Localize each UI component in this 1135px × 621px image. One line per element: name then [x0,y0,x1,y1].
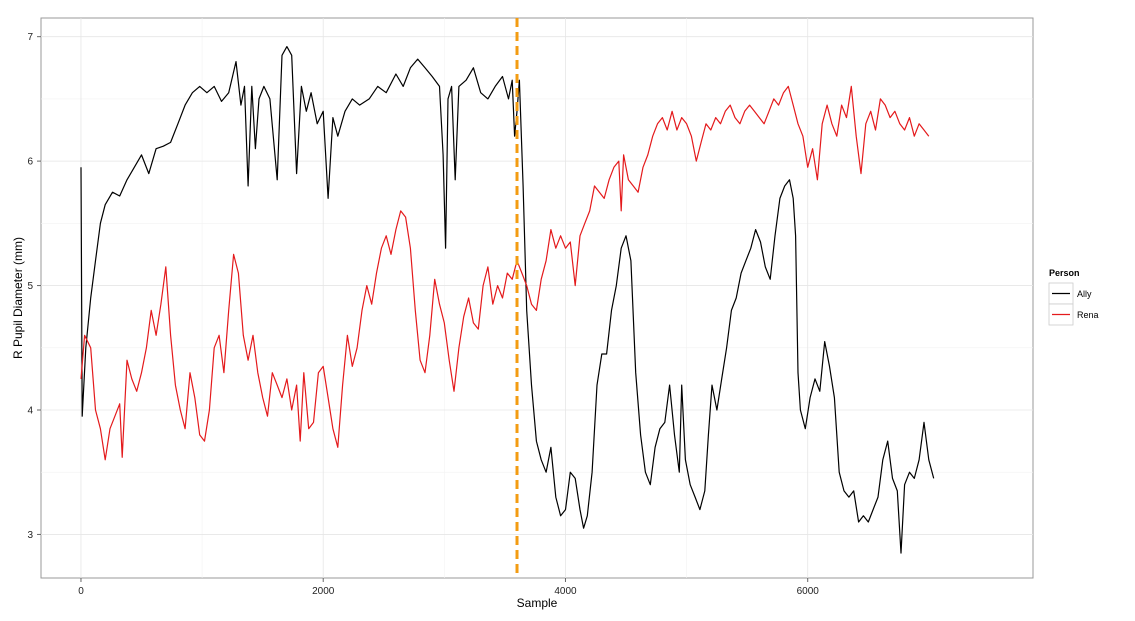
series-lines [80,18,935,578]
legend: Person Ally Rena [1048,268,1099,326]
x-tick-label: 2000 [312,586,335,597]
plot-panel [40,17,1034,579]
x-tick-label: 0 [78,586,84,597]
y-tick-label: 4 [27,406,33,417]
legend-title: Person [1049,268,1080,278]
y-axis-title: R Pupil Diameter (mm) [11,237,25,359]
y-tick-label: 5 [27,281,33,292]
series-line-ally [80,46,935,554]
legend-label-ally: Ally [1077,289,1092,299]
x-tick-label: 4000 [554,586,577,597]
y-tick-label: 6 [27,157,33,168]
x-tick-label: 6000 [797,586,820,597]
grid-lines [41,18,1033,578]
legend-label-rena: Rena [1077,310,1099,320]
y-axis-ticks: 3 4 5 6 7 [27,32,41,541]
x-axis-ticks: 0 2000 4000 6000 [78,578,819,597]
legend-items: Ally Rena [1048,282,1099,326]
x-axis-title: Sample [517,596,558,610]
y-tick-label: 7 [27,32,33,43]
y-tick-label: 3 [27,530,33,541]
series-line-rena [80,85,930,461]
